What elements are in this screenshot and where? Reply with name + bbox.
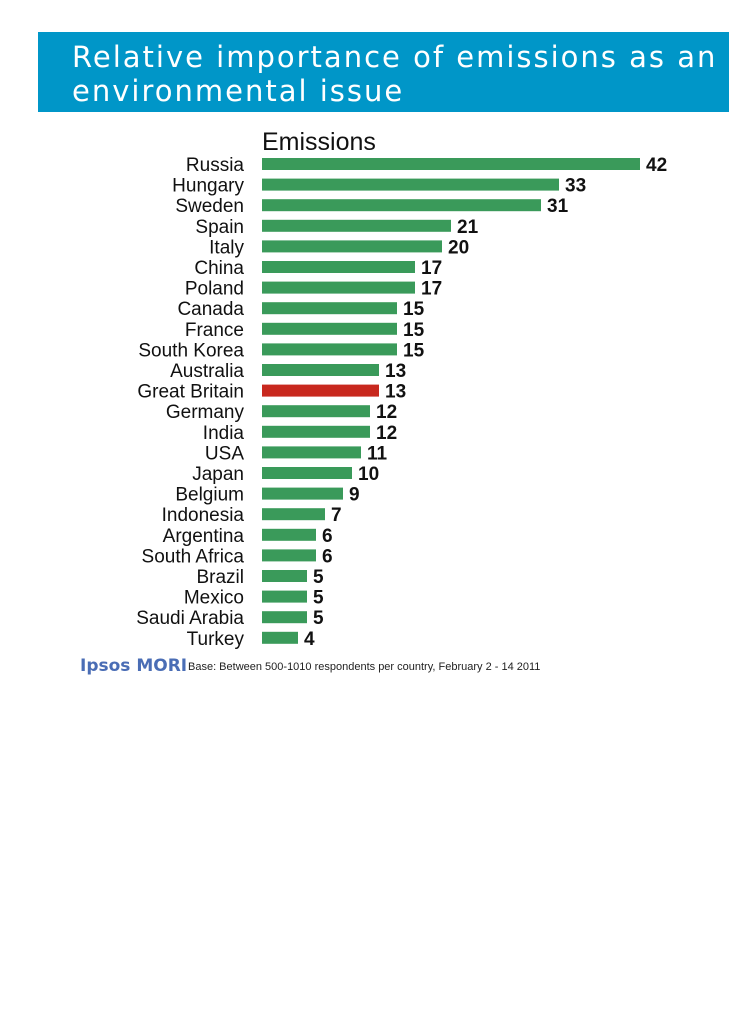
value-label-china: 17 (421, 258, 442, 279)
bar-spain (262, 219, 451, 232)
category-label-japan: Japan (192, 464, 244, 485)
value-label-hungary: 33 (565, 176, 586, 197)
bar-italy (262, 240, 442, 253)
bar-saudi-arabia (262, 611, 307, 624)
bar-canada (262, 302, 397, 315)
category-label-indonesia: Indonesia (162, 505, 245, 526)
category-label-belgium: Belgium (175, 485, 244, 506)
value-label-saudi-arabia: 5 (313, 608, 324, 629)
bar-poland (262, 281, 415, 294)
bar-japan (262, 467, 352, 479)
header-band: Relative importance of emissions as an e… (38, 32, 729, 112)
category-label-saudi-arabia: Saudi Arabia (136, 608, 244, 629)
value-label-brazil: 5 (313, 567, 324, 588)
bar-sweden (262, 199, 541, 212)
value-label-usa: 11 (367, 443, 388, 464)
bar-argentina (262, 528, 316, 541)
base-note: Base: Between 500-1010 respondents per c… (188, 661, 541, 673)
category-label-poland: Poland (185, 279, 244, 300)
bar-hungary (262, 178, 559, 191)
bar-china (262, 261, 415, 273)
category-label-hungary: Hungary (172, 176, 244, 197)
bar-india (262, 425, 370, 438)
value-label-australia: 13 (385, 361, 406, 382)
value-label-mexico: 5 (313, 588, 324, 609)
category-label-turkey: Turkey (187, 629, 245, 650)
value-label-india: 12 (376, 423, 397, 444)
bar-france (262, 322, 397, 335)
bar-indonesia (262, 508, 325, 521)
category-label-spain: Spain (195, 217, 244, 238)
value-label-indonesia: 7 (331, 505, 342, 526)
series-label: Emissions (262, 128, 376, 156)
value-label-france: 15 (403, 320, 425, 341)
value-label-turkey: 4 (304, 629, 315, 650)
category-label-canada: Canada (177, 299, 244, 320)
category-label-great-britain: Great Britain (137, 382, 244, 403)
value-label-poland: 17 (421, 279, 442, 300)
category-label-mexico: Mexico (184, 588, 244, 609)
bar-mexico (262, 590, 307, 603)
bar-south-africa (262, 549, 316, 562)
bar-belgium (262, 487, 343, 500)
category-label-russia: Russia (186, 155, 245, 176)
value-label-russia: 42 (646, 155, 667, 176)
ipsos-mori-logo: Ipsos MORI (80, 656, 188, 676)
category-label-south-africa: South Africa (142, 546, 245, 567)
value-label-great-britain: 13 (385, 382, 406, 403)
bar-brazil (262, 570, 307, 582)
category-label-australia: Australia (170, 361, 244, 382)
value-label-germany: 12 (376, 402, 397, 423)
category-label-argentina: Argentina (163, 526, 245, 547)
category-label-sweden: Sweden (175, 196, 244, 217)
category-label-brazil: Brazil (196, 567, 244, 588)
value-label-sweden: 31 (547, 196, 569, 217)
category-label-india: India (203, 423, 245, 444)
category-label-germany: Germany (166, 402, 245, 423)
bar-south-korea (262, 343, 397, 356)
value-label-argentina: 6 (322, 526, 333, 547)
value-label-japan: 10 (358, 464, 379, 485)
category-label-italy: Italy (209, 237, 244, 258)
value-label-south-africa: 6 (322, 546, 333, 567)
category-label-usa: USA (205, 443, 244, 464)
value-label-canada: 15 (403, 299, 425, 320)
bar-chart: Emissions Russia 42 Hungary 33 Sweden 31 Spain… (136, 128, 667, 650)
bar-turkey (262, 631, 298, 644)
category-label-china: China (194, 258, 244, 279)
page-title: Relative importance of emissions as an e… (72, 40, 718, 108)
bar-usa (262, 446, 361, 459)
value-label-italy: 20 (448, 237, 469, 258)
category-label-south-korea: South Korea (138, 340, 244, 361)
bars-group: Russia 42 Hungary 33 Sweden 31 Spain 21 Italy 20 C… (136, 155, 667, 650)
value-label-south-korea: 15 (403, 340, 425, 361)
category-label-france: France (185, 320, 244, 341)
bar-great-britain (262, 384, 379, 397)
bar-germany (262, 405, 370, 418)
value-label-belgium: 9 (349, 485, 360, 506)
bar-australia (262, 364, 379, 376)
bar-russia (262, 158, 640, 170)
value-label-spain: 21 (457, 217, 479, 238)
